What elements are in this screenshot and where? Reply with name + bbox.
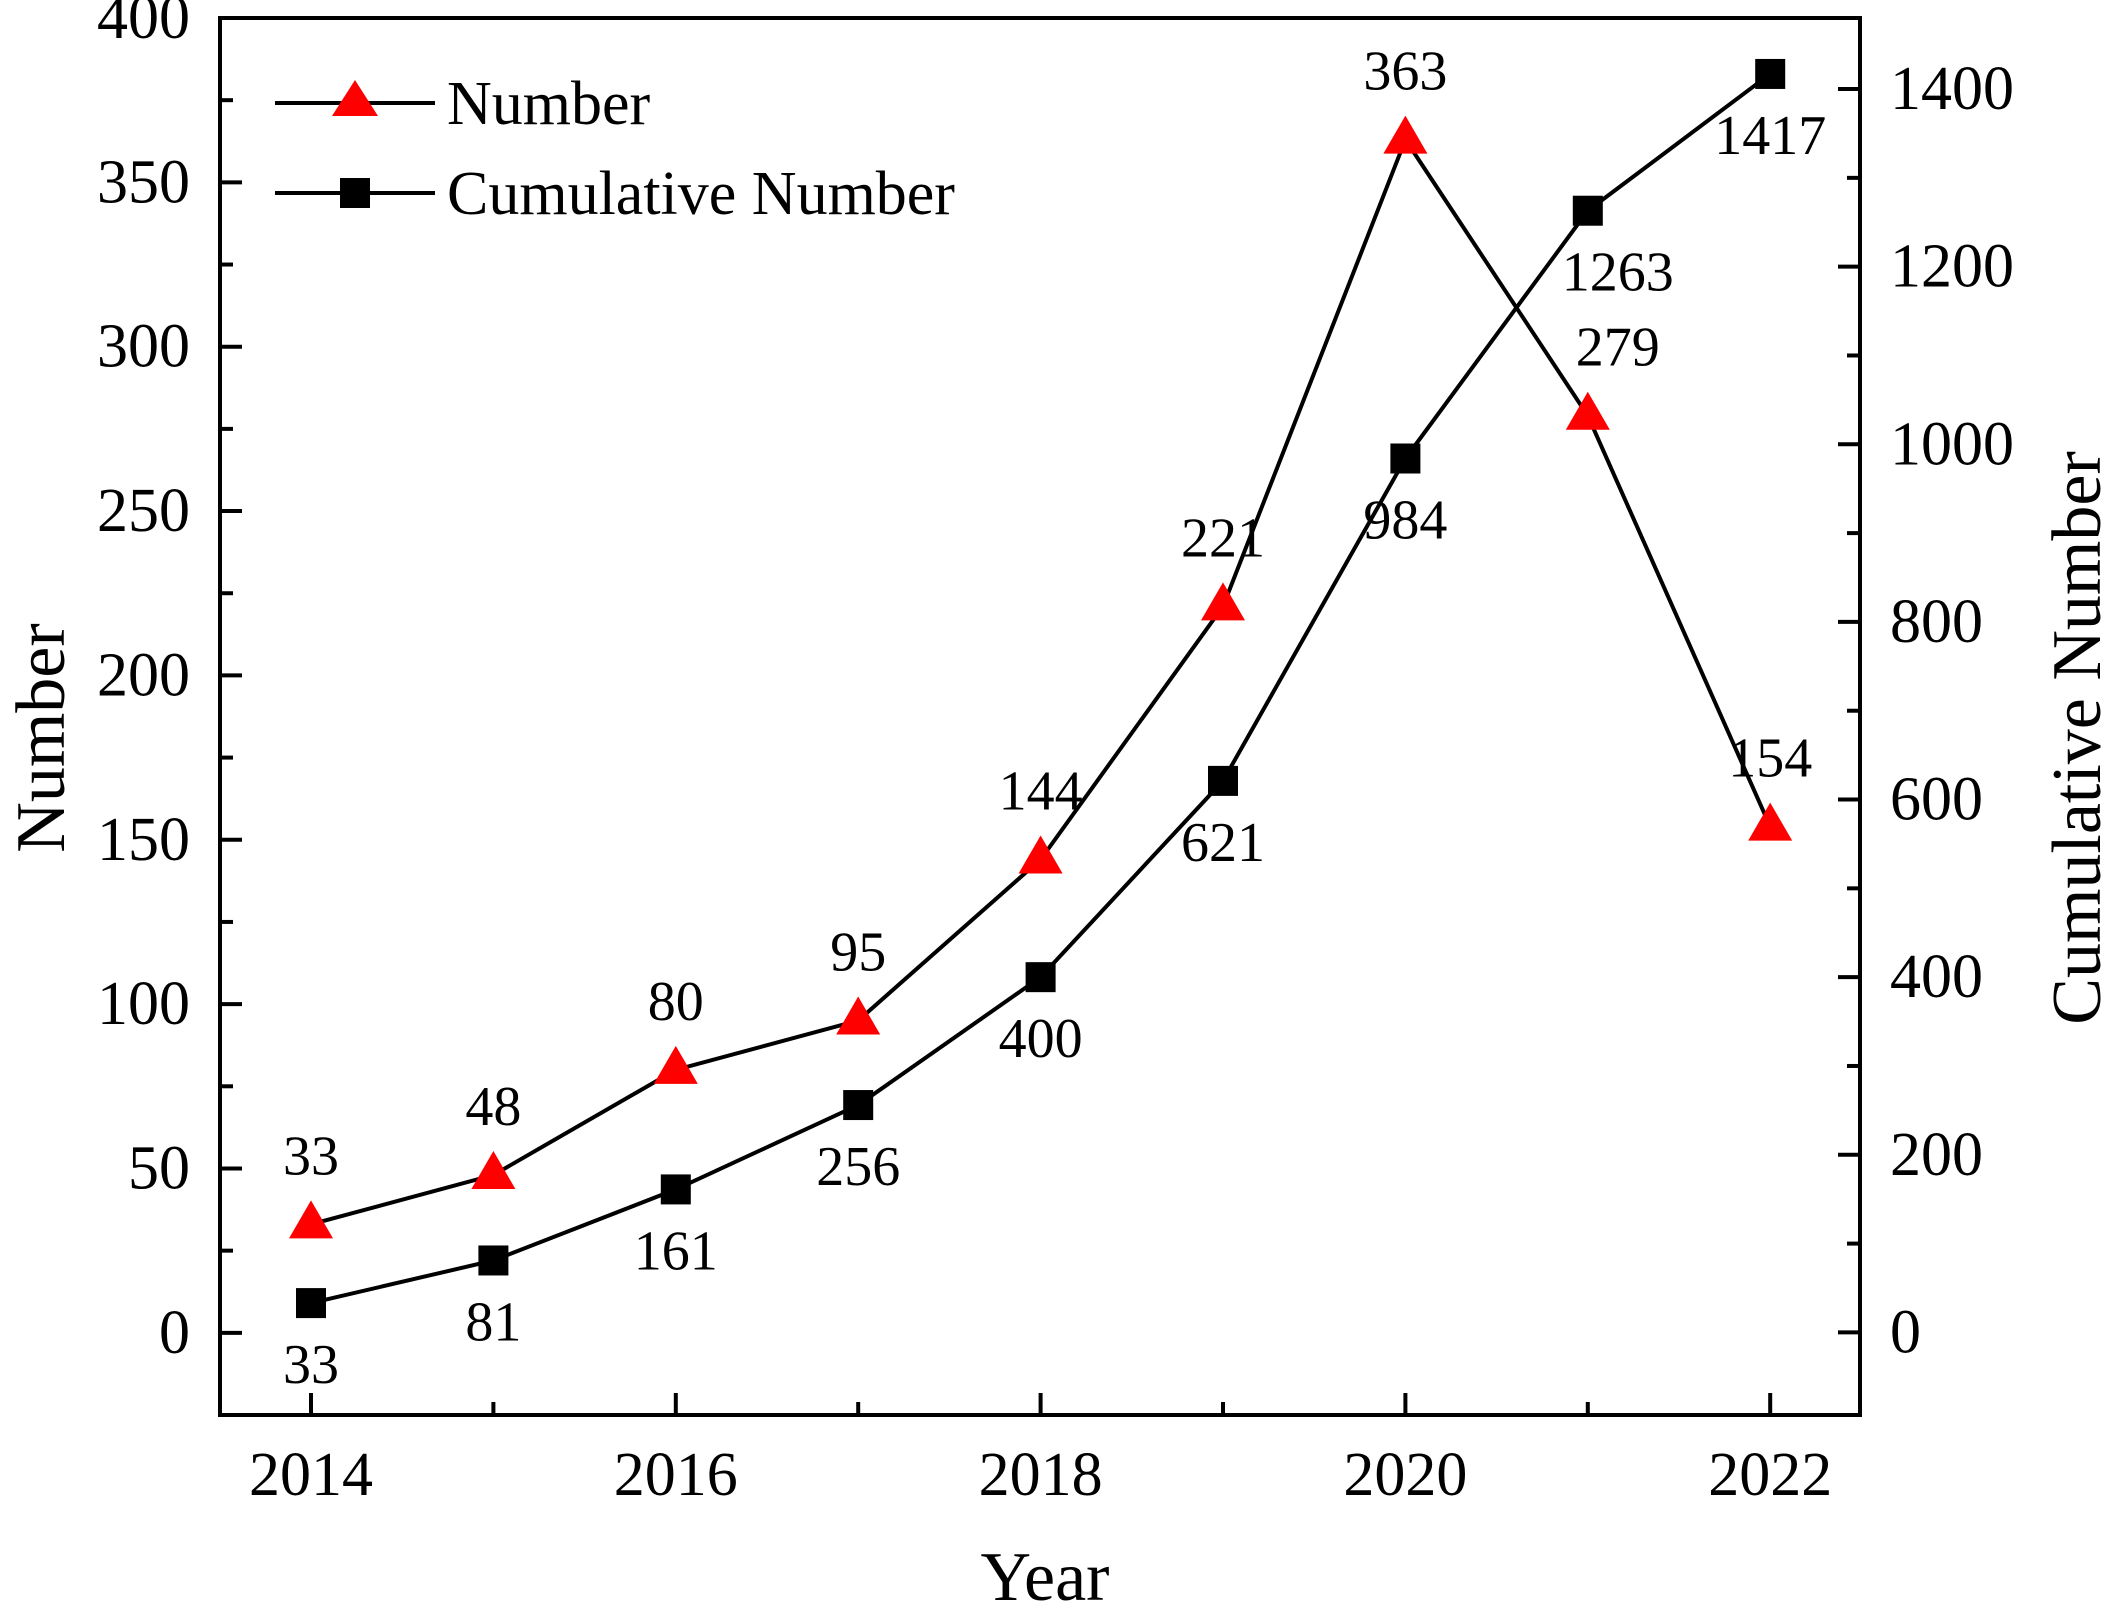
y-right-tick-label: 200 [1890,1121,1983,1189]
y-right-tick-label: 0 [1890,1298,1921,1366]
x-tick-label: 2016 [614,1441,738,1509]
y-left-tick-label: 350 [97,148,190,216]
data-label-number: 80 [648,971,704,1033]
legend-marker-cumulative [340,178,370,208]
y-right-tick-label: 1200 [1890,233,2014,301]
data-label-number: 95 [830,922,886,984]
marker-cumulative [660,1174,691,1205]
marker-number [471,1151,516,1190]
x-axis-title: Year [981,1539,1110,1609]
marker-number [836,996,881,1035]
y-right-tick-label: 1400 [1890,55,2014,123]
legend-marker-number [332,80,378,116]
data-label-cumulative: 621 [1181,812,1265,874]
data-labels: 33 48 80 95 144 221 363 279 154 33 81 161 256 400 621 9… [283,41,1826,1396]
marker-cumulative [843,1090,874,1121]
y-right-tick-label: 800 [1890,588,1983,656]
marker-cumulative [478,1245,509,1276]
marker-number [653,1045,698,1084]
y-left-tick-label: 100 [97,970,190,1038]
marker-cumulative [1208,765,1238,796]
data-label-cumulative: 1263 [1562,242,1674,304]
data-label-cumulative: 161 [634,1220,718,1282]
marker-number [1748,802,1793,841]
x-tick-label: 2020 [1343,1441,1467,1509]
data-label-cumulative: 33 [283,1334,339,1396]
data-label-cumulative: 984 [1363,490,1447,552]
marker-cumulative [1755,58,1786,89]
data-label-cumulative: 81 [465,1291,521,1353]
x-tick-label: 2018 [979,1441,1103,1509]
y-axis-title-left: Number [3,623,80,852]
data-label-number: 33 [283,1125,339,1187]
data-label-number: 363 [1363,41,1447,103]
legend-label-cumulative: Cumulative Number [447,160,955,228]
y-left-tick-label: 150 [97,806,190,874]
data-label-number: 48 [465,1076,521,1138]
data-label-cumulative: 1417 [1714,105,1826,167]
marker-number [1201,582,1245,621]
marker-cumulative [1390,443,1421,474]
y-right-tick-label: 1000 [1890,410,2014,478]
y-left-tick-label: 200 [97,641,190,709]
legend: Number Cumulative Number [275,70,955,228]
data-label-number: 221 [1181,507,1265,569]
marker-cumulative [296,1288,326,1319]
series-line-cumulative [310,72,1772,1306]
x-tick-label: 2022 [1708,1441,1832,1509]
y-right-tick-label: 600 [1890,766,1983,834]
data-label-number: 144 [999,760,1083,822]
marker-number [1565,391,1610,430]
y-left-tick-label: 250 [97,477,190,545]
marker-number [289,1200,333,1239]
series-lines [310,72,1773,1306]
data-label-cumulative: 256 [816,1136,900,1198]
y-left-tick-label: 300 [97,313,190,381]
axes: 2014 2016 2018 2020 2022 0 50 100 150 200 250 300 35… [97,0,2014,1509]
y-axis-title-right: Cumulative Number [2039,451,2111,1025]
marker-cumulative [1025,962,1056,993]
data-label-number: 279 [1576,317,1660,379]
legend-label-number: Number [447,70,651,138]
series-markers [289,58,1793,1319]
y-left-tick-label: 50 [128,1134,190,1202]
data-label-cumulative: 400 [999,1008,1083,1070]
y-left-tick-label: 0 [159,1299,190,1367]
marker-number [1018,835,1063,874]
y-right-tick-label: 400 [1890,943,1983,1011]
y-left-tick-label: 400 [97,0,190,52]
data-label-number: 154 [1728,728,1812,790]
x-tick-label: 2014 [249,1441,373,1509]
marker-cumulative [1572,195,1603,226]
marker-number [1383,115,1428,154]
